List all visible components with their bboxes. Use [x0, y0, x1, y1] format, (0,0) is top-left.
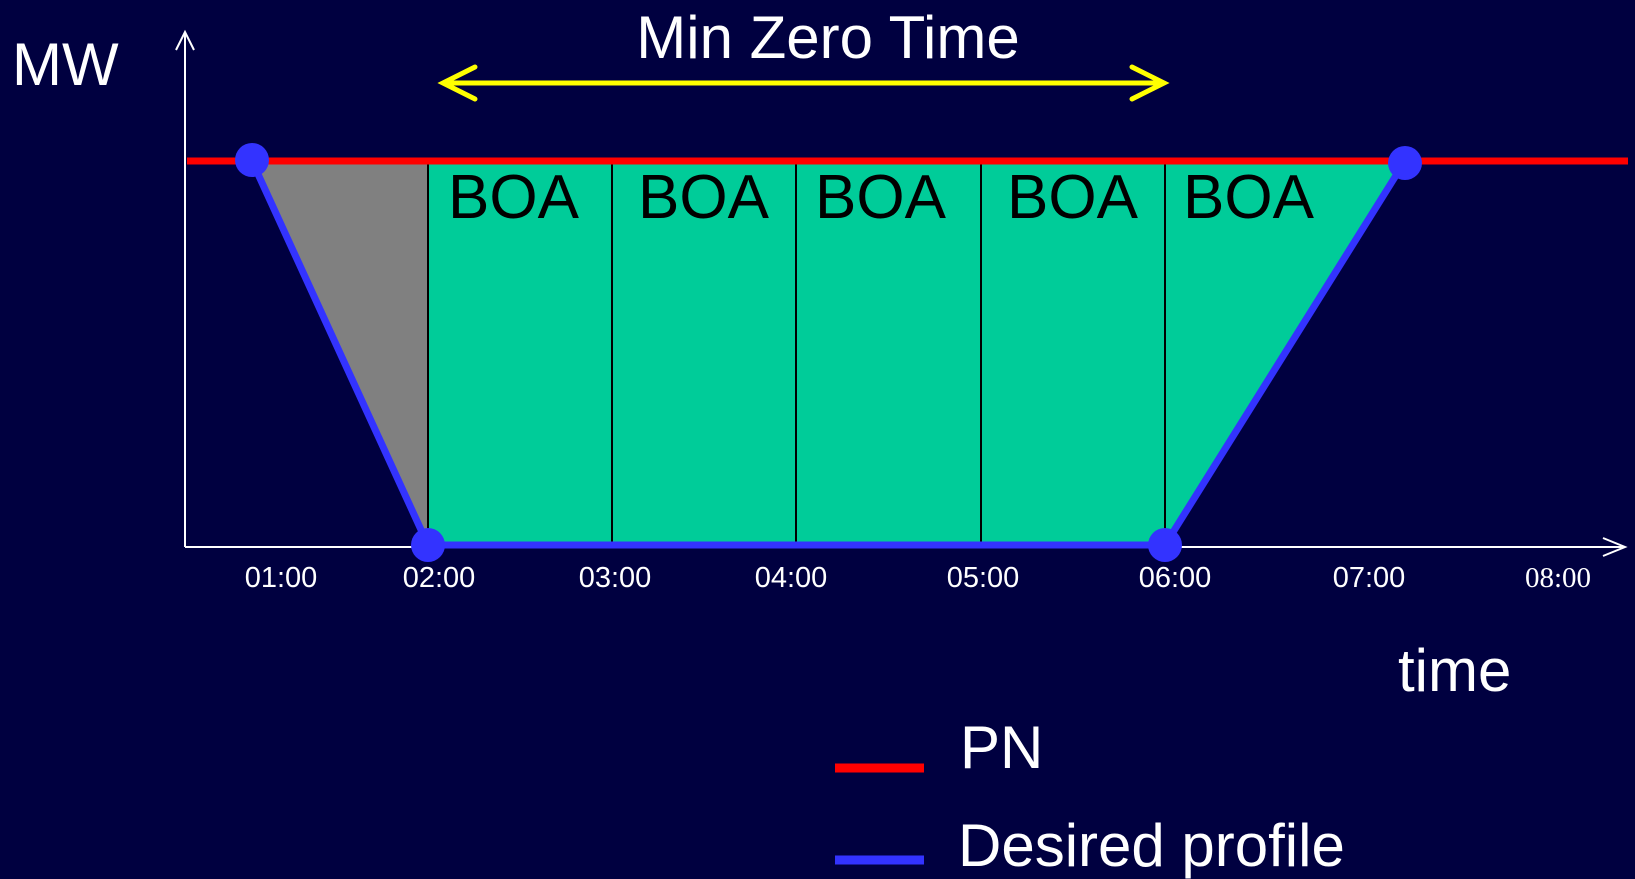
boa-label: BOA — [1007, 163, 1139, 232]
boa-label: BOA — [1183, 163, 1315, 232]
tick-label: 02:00 — [403, 562, 476, 594]
tick-label: 06:00 — [1139, 562, 1212, 594]
tick-label: 03:00 — [579, 562, 652, 594]
min-zero-time-arrow — [437, 64, 1170, 102]
profile-point — [411, 528, 445, 562]
y-axis-arrowhead — [175, 29, 195, 51]
legend-label-desired-profile: Desired profile — [958, 812, 1345, 879]
boa-labels: BOA BOA BOA BOA BOA — [448, 163, 1315, 232]
legend-label-pn: PN — [960, 714, 1043, 781]
boa-area — [428, 161, 1405, 545]
profile-point — [1148, 528, 1182, 562]
x-axis-title: time — [1398, 637, 1511, 704]
arrowhead-left — [437, 64, 478, 102]
boa-label: BOA — [638, 163, 770, 232]
boa-label: BOA — [815, 163, 947, 232]
tick-label: 05:00 — [947, 562, 1020, 594]
profile-markers — [235, 143, 1422, 562]
x-tick-labels: 01:00 02:00 03:00 04:00 05:00 06:00 07:0… — [245, 562, 1591, 594]
tick-label: 04:00 — [755, 562, 828, 594]
tick-label: 08:00 — [1525, 562, 1591, 594]
y-axis-title: MW — [12, 31, 119, 98]
boa-dividers — [427, 161, 1166, 545]
desired-profile-line — [248, 159, 1408, 549]
tick-label: 07:00 — [1333, 562, 1406, 594]
tick-label: 01:00 — [245, 562, 318, 594]
span-label: Min Zero Time — [636, 4, 1019, 71]
legend: PN Desired profile — [835, 714, 1345, 879]
profile-point — [235, 143, 269, 177]
profile-point — [1388, 146, 1422, 180]
boa-label: BOA — [448, 163, 580, 232]
arrowhead-right — [1129, 64, 1170, 102]
x-axis-arrowhead — [1602, 537, 1628, 557]
